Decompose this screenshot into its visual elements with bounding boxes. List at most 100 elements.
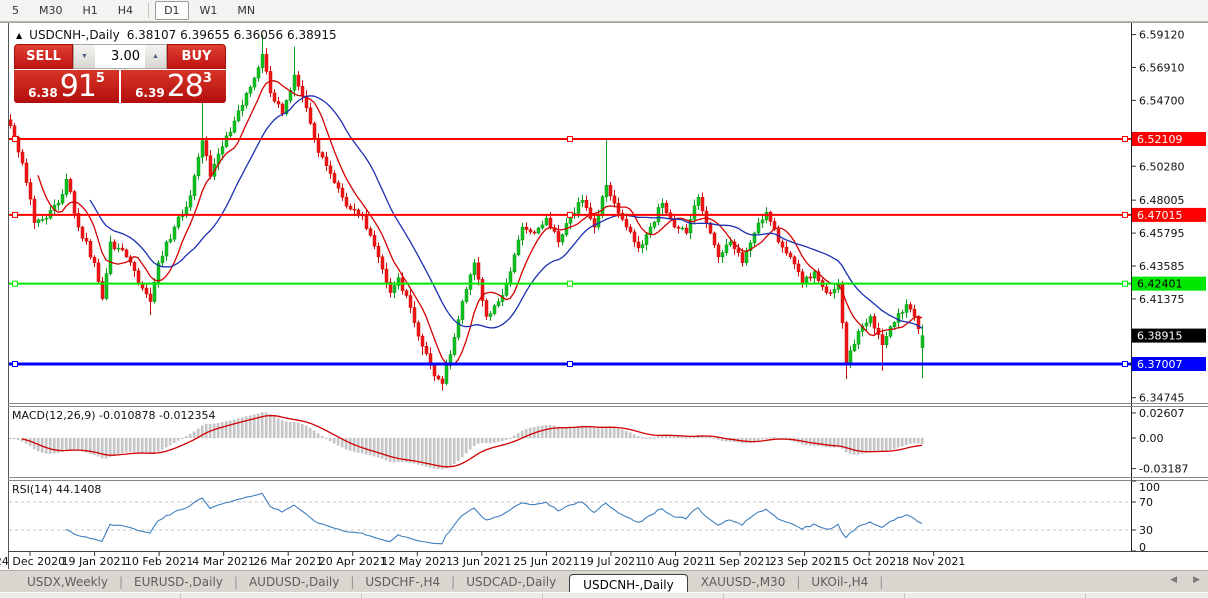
tab-usdchf-h4[interactable]: USDCHF-,H4	[365, 574, 441, 589]
date-tick-label: 8 Nov 2021	[902, 555, 965, 568]
date-tick-label: 12 May 2021	[381, 555, 453, 568]
ask-price-box[interactable]: 6.39 28 3	[121, 70, 226, 103]
hline-handle[interactable]	[567, 211, 573, 218]
hline-handle[interactable]	[12, 361, 18, 368]
macd-tick-label: -0.03187	[1139, 463, 1188, 476]
bid-price-box[interactable]: 6.38 91 5	[14, 70, 119, 103]
tab-usdcad-daily[interactable]: USDCAD-,Daily	[466, 574, 557, 589]
hline-handle[interactable]	[1122, 211, 1128, 218]
hline-handle[interactable]	[567, 361, 573, 368]
date-tick-label: 19 Jan 2021	[62, 555, 128, 568]
date-tick-label: 23 Sep 2021	[770, 555, 840, 568]
tab-scroll-right-icon[interactable]: ▶	[1193, 575, 1200, 585]
tab-eurusd-daily[interactable]: EURUSD-,Daily	[134, 574, 223, 589]
sell-button[interactable]: SELL	[14, 44, 73, 69]
hline-handle[interactable]	[1122, 280, 1128, 287]
level-price-tag	[1132, 207, 1206, 222]
rsi-tick-label: 70	[1139, 496, 1153, 509]
date-tick-label: 4 Mar 2021	[192, 555, 255, 568]
ask-pipette-digit: 3	[202, 71, 212, 86]
price-tick-label: 6.59120	[1139, 29, 1185, 42]
ask-prefix: 6.39	[135, 86, 165, 100]
trade-controls-row: SELL ▼ ▲ BUY	[14, 44, 226, 69]
chart-ohlc-values: 6.38107 6.39655 6.36056 6.38915	[126, 28, 337, 42]
price-tick-label: 6.43585	[1139, 260, 1185, 273]
price-tick-label: 6.54700	[1139, 94, 1185, 107]
hline-handle[interactable]	[1122, 361, 1128, 368]
tab-xauusd-m30[interactable]: XAUUSD-,M30	[700, 574, 786, 589]
buy-button[interactable]: BUY	[167, 44, 226, 69]
hline-handle[interactable]	[567, 280, 573, 287]
date-tick-label: 1 Sep 2021	[709, 555, 772, 568]
hline-handle[interactable]	[1122, 136, 1128, 142]
macd-tick-label: 0.02607	[1139, 407, 1185, 420]
hline-handle[interactable]	[567, 136, 573, 142]
volume-decrease-button[interactable]: ▼	[74, 45, 95, 68]
timeframe-w1[interactable]: W1	[199, 4, 218, 17]
bid-big-digits: 91	[59, 69, 97, 104]
timeframe-mn[interactable]: MN	[237, 4, 256, 17]
timeframe-m30[interactable]: M30	[39, 4, 63, 17]
rsi-tick-label: 30	[1139, 524, 1153, 537]
level-price-label: 6.52109	[1137, 133, 1183, 146]
price-tick-label: 6.56910	[1139, 61, 1185, 74]
level-price-tag	[1132, 132, 1206, 146]
current-price-label: 6.38915	[1137, 330, 1183, 343]
level-price-tag	[1132, 357, 1206, 372]
rsi-tick-label: 100	[1139, 481, 1160, 494]
volume-stepper: ▼ ▲	[73, 44, 167, 69]
timeframe-5[interactable]: 5	[12, 4, 19, 17]
bid-prefix: 6.38	[28, 86, 58, 100]
bid-pipette-digit: 5	[95, 71, 105, 86]
volume-input[interactable]	[95, 45, 145, 68]
volume-increase-button[interactable]: ▲	[145, 45, 166, 68]
collapse-panel-icon[interactable]: ▲	[16, 30, 23, 40]
fast-ma-line	[37, 80, 923, 367]
chevron-down-icon: ▼	[81, 53, 88, 60]
price-tick-label: 6.41375	[1139, 293, 1185, 306]
hline-handle[interactable]	[12, 211, 18, 218]
timeframe-h4[interactable]: H4	[117, 4, 134, 17]
macd-indicator-label: MACD(12,26,9) -0.010878 -0.012354	[12, 409, 216, 422]
current-price-tag	[1132, 328, 1206, 343]
price-tick-label: 6.48005	[1139, 194, 1185, 207]
level-price-tag	[1132, 276, 1206, 291]
rsi-tick-label: 0	[1139, 541, 1146, 554]
tab-ukoil-h4[interactable]: UKOil-,H4	[811, 574, 869, 589]
tab-usdcnh-daily[interactable]: USDCNH-,Daily	[569, 573, 688, 592]
timeframe-d1[interactable]: D1	[155, 1, 189, 20]
status-strip	[0, 593, 1208, 598]
date-tick-label: 3 Jun 2021	[452, 555, 511, 568]
hline-handle[interactable]	[12, 136, 18, 142]
date-tick-label: 19 Jul 2021	[580, 555, 642, 568]
timeframe-toolbar: 5 M30 H1 H4 D1 W1 MN	[0, 0, 1208, 22]
date-tick-label: 10 Feb 2021	[125, 555, 193, 568]
date-tick-label: 24 Dec 2020	[0, 555, 65, 568]
level-price-label: 6.42401	[1137, 278, 1183, 291]
date-tick-label: 10 Aug 2021	[640, 555, 710, 568]
rsi-indicator-label: RSI(14) 44.1408	[12, 483, 102, 496]
tab-scroll-left-icon[interactable]: ◀	[1170, 575, 1178, 585]
macd-tick-label: 0.00	[1139, 432, 1164, 445]
tab-usdx-weekly[interactable]: USDX,Weekly	[27, 574, 108, 589]
ask-big-digits: 28	[166, 69, 204, 104]
chevron-up-icon: ▲	[152, 53, 159, 60]
tab-separator: |	[350, 574, 355, 589]
tab-separator: |	[879, 574, 884, 589]
date-tick-label: 15 Oct 2021	[835, 555, 903, 568]
chart-symbol-label: USDCNH-,Daily	[29, 28, 120, 42]
chart-title-row: ▲ USDCNH-,Daily 6.38107 6.39655 6.36056 …	[16, 28, 337, 42]
price-tick-label: 6.45795	[1139, 227, 1185, 240]
hline-handle[interactable]	[12, 280, 18, 287]
date-tick-label: 20 Apr 2021	[319, 555, 387, 568]
chart-tabs: USDX,Weekly | EURUSD-,Daily | AUDUSD-,Daily |…	[0, 570, 1208, 592]
level-price-label: 6.37007	[1137, 358, 1183, 371]
tab-separator: |	[119, 574, 124, 589]
tab-separator: |	[451, 574, 456, 589]
tab-audusd-daily[interactable]: AUDUSD-,Daily	[248, 574, 340, 589]
tab-scroll-controls: ◀ ▶	[1170, 575, 1200, 585]
timeframe-h1[interactable]: H1	[82, 4, 98, 17]
date-tick-label: 25 Jun 2021	[513, 555, 579, 568]
tab-separator: |	[233, 574, 238, 589]
